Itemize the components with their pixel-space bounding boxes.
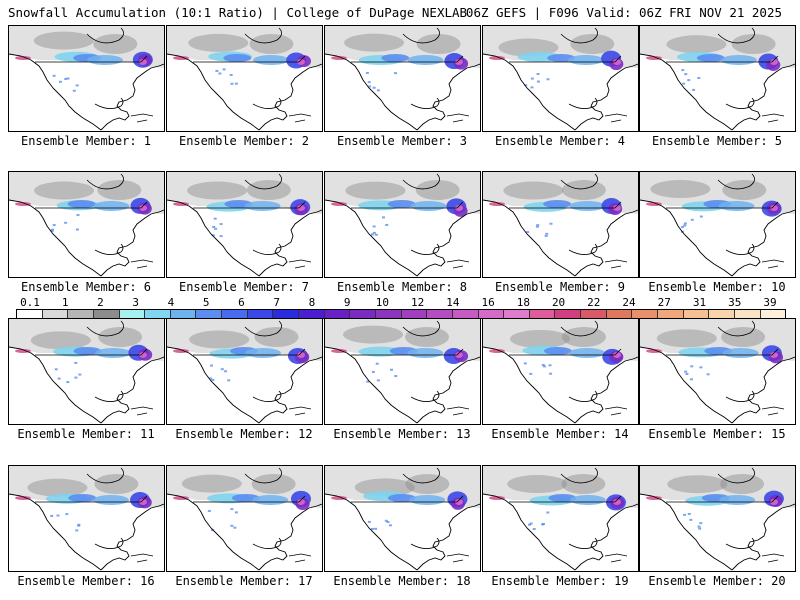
ensemble-member-label: Ensemble Member: 3 — [336, 134, 468, 148]
colorbar-tick-label: 7 — [273, 296, 280, 309]
ensemble-member-label: Ensemble Member: 5 — [651, 134, 783, 148]
colorbar-swatch — [299, 310, 325, 318]
ensemble-member-label: Ensemble Member: 19 — [491, 574, 629, 588]
ensemble-member-label: Ensemble Member: 10 — [648, 280, 786, 294]
colorbar-swatch — [273, 310, 300, 318]
ensemble-member-label: Ensemble Member: 16 — [17, 574, 155, 588]
colorbar-tick-label: 24 — [622, 296, 636, 309]
ensemble-map-2 — [166, 25, 323, 132]
colorbar-tick-label: 39 — [763, 296, 777, 309]
ensemble-map-3 — [324, 25, 481, 132]
ensemble-member-label: Ensemble Member: 7 — [178, 280, 310, 294]
colorbar-tick-label: 4 — [167, 296, 175, 309]
colorbar-tick-label: 35 — [728, 296, 742, 309]
colorbar-swatch — [42, 310, 69, 318]
ensemble-map-11 — [8, 318, 165, 425]
colorbar-tick-label: 8 — [308, 296, 316, 309]
colorbar-tick-label: 1 — [61, 296, 69, 309]
ensemble-member-label: Ensemble Member: 1 — [20, 134, 152, 148]
colorbar-swatch — [504, 310, 530, 318]
ensemble-member-label: Ensemble Member: 12 — [175, 427, 313, 441]
colorbar-tick-label: 14 — [446, 296, 460, 309]
ensemble-map-16 — [8, 465, 165, 572]
ensemble-map-19 — [482, 465, 639, 572]
colorbar-swatch — [170, 310, 197, 318]
colorbar-swatch — [427, 310, 453, 318]
colorbar-tick-label: 12 — [410, 296, 425, 309]
colorbar-tick-label: 3 — [132, 296, 140, 309]
colorbar-swatch — [247, 310, 274, 318]
ensemble-member-label: Ensemble Member: 6 — [20, 280, 152, 294]
colorbar-swatch — [581, 310, 607, 318]
colorbar-tick-label: 9 — [343, 296, 351, 309]
colorbar-swatch — [529, 310, 556, 318]
colorbar-swatch — [478, 310, 505, 318]
colorbar-swatch — [68, 310, 94, 318]
ensemble-map-10 — [639, 171, 796, 278]
ensemble-map-9 — [482, 171, 639, 278]
snowfall-colorbar — [16, 309, 786, 319]
colorbar-swatch — [401, 310, 428, 318]
colorbar-swatch — [555, 310, 582, 318]
ensemble-map-14 — [482, 318, 639, 425]
ensemble-member-label: Ensemble Member: 18 — [333, 574, 471, 588]
ensemble-member-label: Ensemble Member: 20 — [648, 574, 786, 588]
ensemble-member-label: Ensemble Member: 15 — [648, 427, 786, 441]
colorbar-tick-label: 18 — [516, 296, 530, 309]
ensemble-member-label: Ensemble Member: 13 — [333, 427, 471, 441]
ensemble-member-label: Ensemble Member: 17 — [175, 574, 313, 588]
colorbar-tick-label: 31 — [692, 296, 707, 309]
colorbar-tick-label: 5 — [202, 296, 210, 309]
ensemble-member-label: Ensemble Member: 9 — [494, 280, 626, 294]
ensemble-map-4 — [482, 25, 639, 132]
ensemble-member-label: Ensemble Member: 4 — [494, 134, 626, 148]
colorbar-swatch — [606, 310, 633, 318]
colorbar-swatch — [760, 310, 786, 318]
colorbar-tick-label: 27 — [657, 296, 671, 309]
ensemble-map-17 — [166, 465, 323, 572]
colorbar-swatch — [93, 310, 120, 318]
colorbar-swatch — [734, 310, 761, 318]
colorbar-tick-label: 2 — [97, 296, 104, 309]
colorbar-swatch — [145, 310, 171, 318]
ensemble-map-20 — [639, 465, 796, 572]
colorbar-tick-label: 10 — [375, 296, 389, 309]
colorbar-swatch — [350, 310, 376, 318]
colorbar-swatch — [375, 310, 402, 318]
ensemble-map-8 — [324, 171, 481, 278]
colorbar-tick-label: 16 — [481, 296, 495, 309]
colorbar-swatch — [632, 310, 659, 318]
colorbar-swatch — [222, 310, 248, 318]
model-run-info: 06Z GEFS | F096 Valid: 06Z FRI NOV 21 20… — [465, 5, 782, 20]
ensemble-map-18 — [324, 465, 481, 572]
ensemble-member-label: Ensemble Member: 8 — [336, 280, 468, 294]
map-title: Snowfall Accumulation (10:1 Ratio) | Col… — [8, 5, 468, 20]
colorbar-labels: 0.1 1 2 3 4 5 6 7 8 9 10 12 14 16 18 20 22 24 27 31 35 39 — [16, 296, 786, 309]
ensemble-map-5 — [639, 25, 796, 132]
colorbar-swatch — [658, 310, 684, 318]
colorbar-tick-label: 0.1 — [20, 296, 40, 309]
colorbar-swatch — [709, 310, 735, 318]
colorbar-swatch — [17, 310, 43, 318]
colorbar-swatch — [196, 310, 223, 318]
ensemble-map-7 — [166, 171, 323, 278]
ensemble-map-13 — [324, 318, 481, 425]
ensemble-member-label: Ensemble Member: 14 — [491, 427, 629, 441]
colorbar-tick-label: 20 — [551, 296, 566, 309]
ensemble-member-label: Ensemble Member: 2 — [178, 134, 310, 148]
colorbar-swatch — [683, 310, 710, 318]
ensemble-map-6 — [8, 171, 165, 278]
ensemble-map-1 — [8, 25, 165, 132]
colorbar-tick-label: 22 — [587, 296, 601, 309]
ensemble-map-12 — [166, 318, 323, 425]
colorbar-tick-label: 6 — [238, 296, 245, 309]
colorbar-swatch — [119, 310, 146, 318]
ensemble-member-label: Ensemble Member: 11 — [17, 427, 155, 441]
ensemble-map-15 — [639, 318, 796, 425]
colorbar-swatch — [324, 310, 351, 318]
colorbar-swatch — [452, 310, 479, 318]
